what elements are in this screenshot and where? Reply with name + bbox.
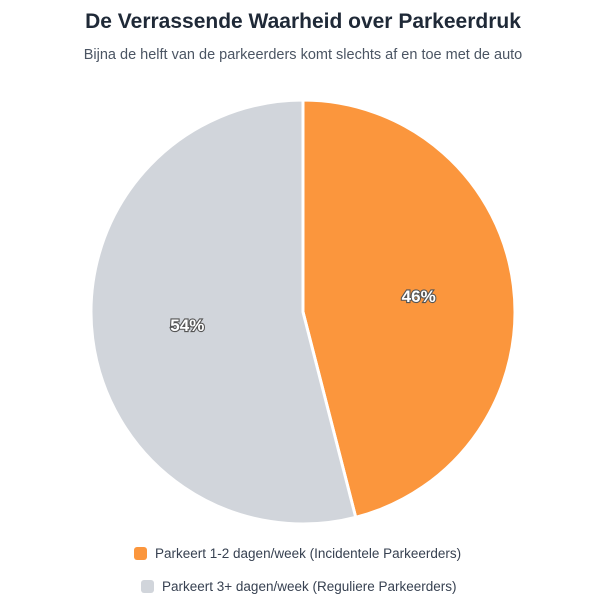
legend-swatch	[141, 580, 154, 593]
slice-data-label: 54%	[170, 316, 204, 335]
pie-slice[interactable]	[89, 98, 358, 526]
legend-label: Parkeert 1-2 dagen/week (Incidentele Par…	[155, 546, 462, 561]
legend-item-regular[interactable]: Parkeert 3+ dagen/week (Reguliere Parkee…	[141, 579, 457, 594]
chart-subtitle: Bijna de helft van de parkeerders komt s…	[83, 47, 523, 63]
chart-title: De Verrassende Waarheid over Parkeerdruk	[85, 10, 521, 33]
legend-label: Parkeert 3+ dagen/week (Reguliere Parkee…	[162, 579, 457, 594]
legend-item-incidental[interactable]: Parkeert 1-2 dagen/week (Incidentele Par…	[134, 546, 461, 561]
slice-data-label: 46%	[402, 287, 436, 306]
legend-swatch	[134, 547, 147, 560]
pie-slice[interactable]	[301, 98, 517, 520]
